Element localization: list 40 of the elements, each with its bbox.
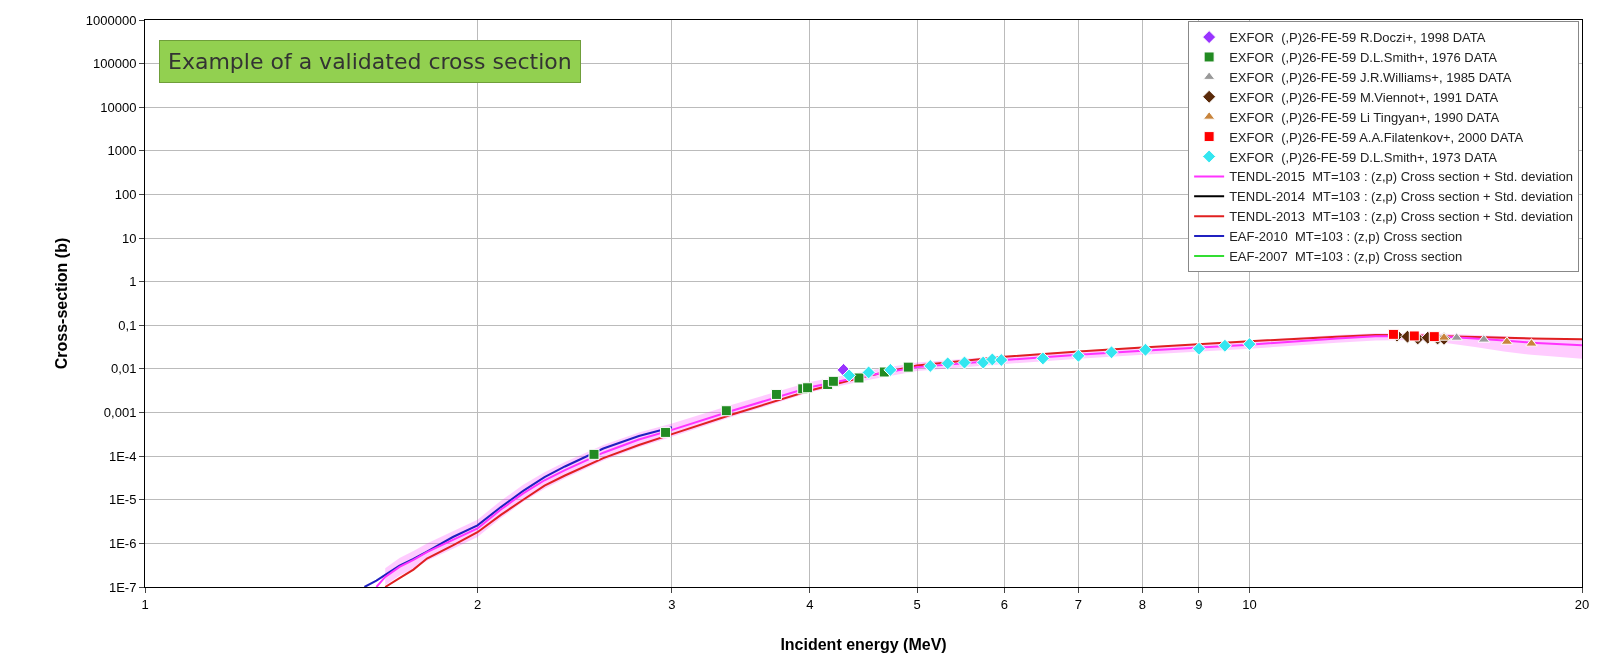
legend-label: EXFOR (,P)26-FE-59 D.L.Smith+, 1976 DATA — [1229, 50, 1498, 66]
x-tick-label: 8 — [1138, 596, 1147, 612]
y-axis-title: Cross-section (b) — [52, 237, 70, 370]
legend-label: EAF-2010 MT=103 : (z,p) Cross section — [1229, 229, 1463, 245]
x-tick-label: 6 — [1000, 596, 1009, 612]
y-tick-label: 0,1 — [118, 317, 137, 333]
x-tick-label: 1 — [141, 596, 149, 612]
y-tick-label: 1000000 — [85, 12, 137, 28]
y-tick-label: 10000 — [100, 99, 137, 115]
annotation: Example of a validated cross section — [168, 49, 572, 74]
x-axis-title: Incident energy (MeV) — [780, 636, 947, 654]
y-tick-label: 1 — [129, 274, 137, 290]
legend-label: EAF-2007 MT=103 : (z,p) Cross section — [1229, 249, 1463, 265]
legend-label: EXFOR (,P)26-FE-59 J.R.Williams+, 1985 DATA — [1229, 69, 1512, 85]
x-tick-label: 5 — [913, 596, 921, 612]
y-tick-label: 1E-7 — [108, 579, 137, 595]
x-tick-label: 9 — [1195, 596, 1203, 612]
x-tick-label: 10 — [1242, 596, 1257, 612]
x-tick-label: 20 — [1574, 596, 1590, 612]
y-tick-label: 0,01 — [111, 361, 137, 377]
legend-label: TENDL-2015 MT=103 : (z,p) Cross section + Std. deviation — [1229, 169, 1574, 185]
y-tick-label: 1E-6 — [108, 535, 137, 551]
y-tick-label: 10 — [121, 230, 137, 246]
x-tick-label: 7 — [1074, 596, 1083, 612]
legend-label: TENDL-2013 MT=103 : (z,p) Cross section + Std. deviation — [1229, 209, 1574, 225]
y-tick-label: 1E-5 — [108, 492, 137, 508]
legend-label: EXFOR (,P)26-FE-59 M.Viennot+, 1991 DATA — [1229, 89, 1499, 105]
legend-label: TENDL-2014 MT=103 : (z,p) Cross section + Std. deviation — [1229, 189, 1574, 205]
legend-label: EXFOR (,P)26-FE-59 A.A.Filatenkov+, 2000 DATA — [1229, 129, 1524, 145]
y-tick-label: 1E-4 — [108, 448, 137, 464]
legend-label: EXFOR (,P)26-FE-59 D.L.Smith+, 1973 DATA — [1229, 149, 1498, 165]
legend-label: EXFOR (,P)26-FE-59 R.Doczi+, 1998 DATA — [1229, 30, 1486, 46]
y-tick-label: 100 — [114, 187, 137, 203]
y-tick-label: 100000 — [93, 56, 137, 72]
x-tick-label: 3 — [668, 596, 676, 612]
x-tick-label: 2 — [473, 596, 482, 612]
x-tick-label: 4 — [806, 596, 814, 612]
legend-label: EXFOR (,P)26-FE-59 Li Tingyan+, 1990 DATA — [1229, 109, 1500, 125]
y-tick-label: 1000 — [107, 143, 137, 159]
y-tick-label: 0,001 — [103, 405, 137, 421]
